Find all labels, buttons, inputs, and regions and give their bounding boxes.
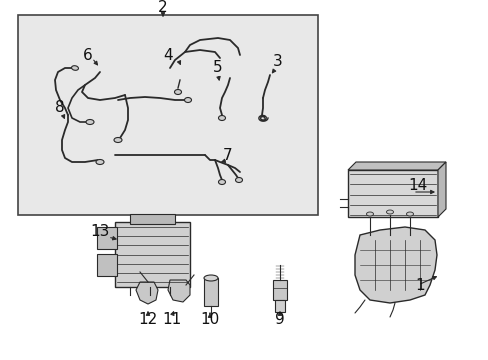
Text: 4: 4 bbox=[163, 48, 172, 63]
Text: 14: 14 bbox=[407, 177, 427, 193]
Bar bbox=[97, 227, 117, 249]
Polygon shape bbox=[347, 162, 445, 170]
Text: 11: 11 bbox=[162, 312, 181, 328]
Ellipse shape bbox=[71, 66, 78, 70]
Ellipse shape bbox=[218, 116, 225, 121]
Text: 2: 2 bbox=[158, 0, 167, 15]
Ellipse shape bbox=[366, 212, 373, 216]
Text: 7: 7 bbox=[223, 148, 232, 162]
Ellipse shape bbox=[386, 210, 393, 214]
Ellipse shape bbox=[86, 120, 94, 125]
Text: 8: 8 bbox=[55, 100, 65, 116]
Polygon shape bbox=[437, 162, 445, 217]
Polygon shape bbox=[136, 282, 158, 304]
Ellipse shape bbox=[174, 90, 181, 94]
Ellipse shape bbox=[406, 212, 413, 216]
Ellipse shape bbox=[114, 138, 122, 143]
Text: 12: 12 bbox=[138, 312, 157, 328]
Ellipse shape bbox=[184, 98, 191, 103]
Bar bbox=[97, 254, 117, 276]
Bar bbox=[115, 222, 190, 287]
Text: 9: 9 bbox=[275, 312, 285, 328]
Polygon shape bbox=[354, 227, 436, 303]
Text: 5: 5 bbox=[213, 60, 223, 76]
Text: 3: 3 bbox=[273, 54, 282, 69]
Text: 13: 13 bbox=[90, 225, 109, 239]
Bar bbox=[18, 15, 317, 215]
Bar bbox=[347, 170, 437, 217]
Text: 6: 6 bbox=[83, 48, 93, 63]
Text: 1: 1 bbox=[414, 278, 424, 292]
Bar bbox=[130, 214, 175, 224]
Polygon shape bbox=[168, 280, 190, 302]
Ellipse shape bbox=[203, 275, 218, 281]
Bar bbox=[274, 300, 285, 312]
Bar bbox=[203, 278, 218, 306]
Ellipse shape bbox=[218, 180, 225, 184]
Ellipse shape bbox=[96, 159, 104, 165]
Text: 10: 10 bbox=[200, 312, 219, 328]
Ellipse shape bbox=[235, 177, 242, 183]
Bar bbox=[272, 280, 286, 300]
